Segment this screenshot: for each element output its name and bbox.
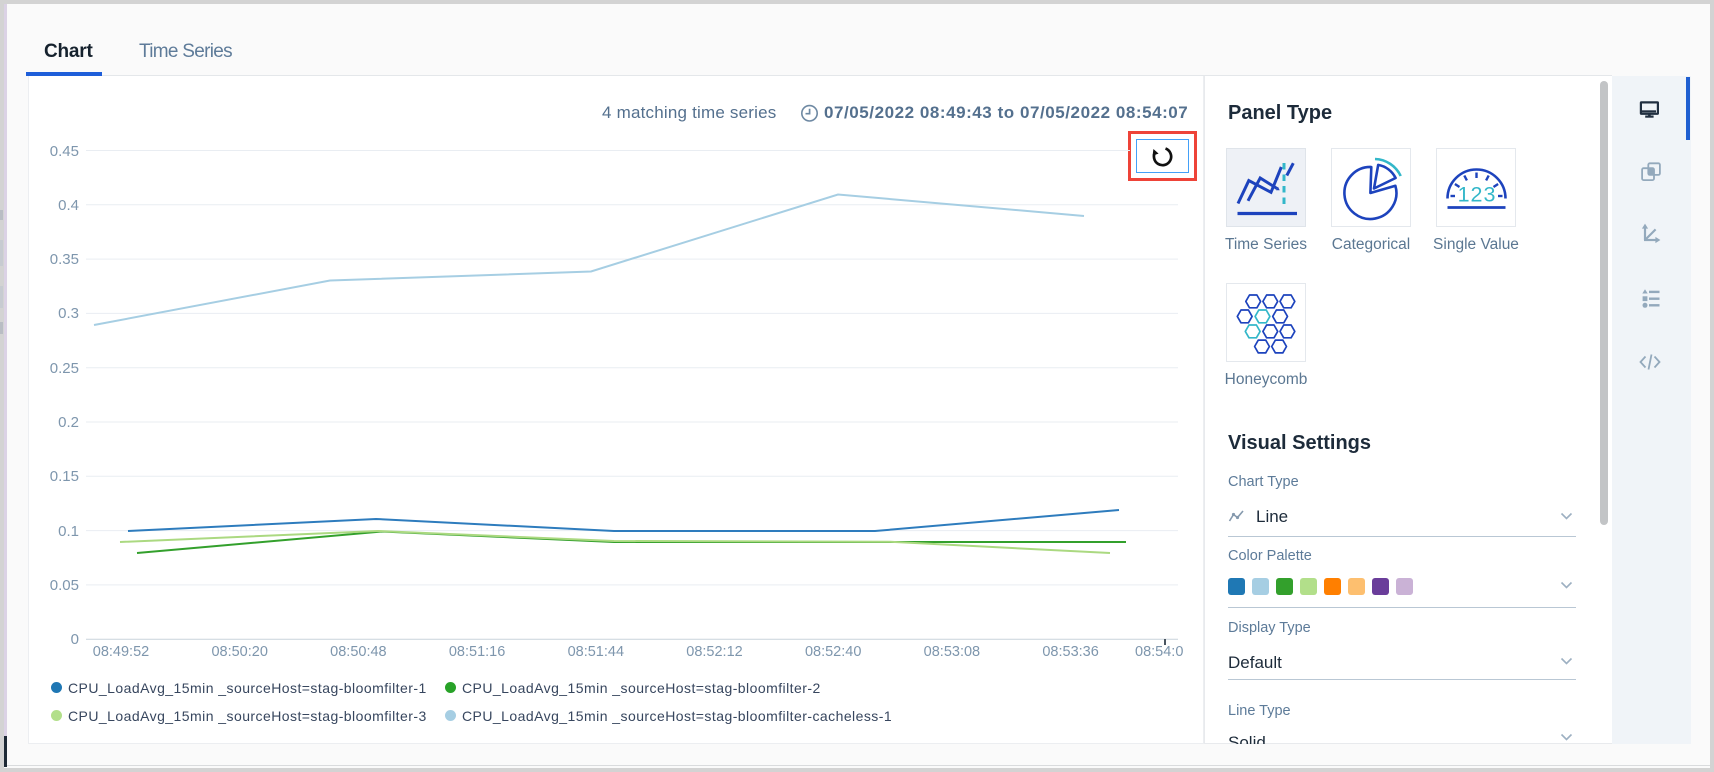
svg-text:123: 123 xyxy=(1458,183,1497,207)
